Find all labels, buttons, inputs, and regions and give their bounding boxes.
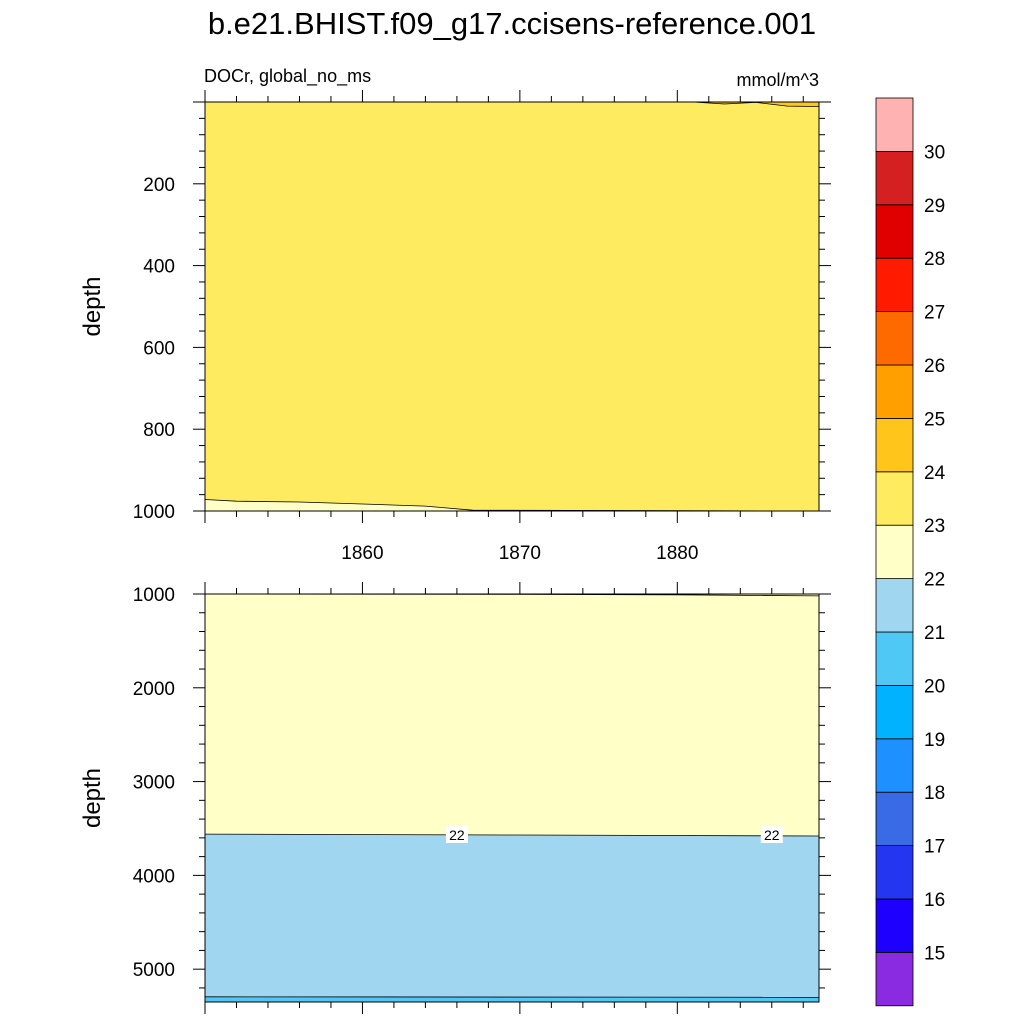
colorbar-label: 24 bbox=[924, 463, 946, 484]
colorbar-label: 15 bbox=[924, 943, 945, 964]
colorbar-label: 17 bbox=[924, 837, 945, 858]
colorbar-box bbox=[875, 150, 914, 206]
colorbar-box bbox=[875, 524, 914, 580]
colorbar-box bbox=[875, 952, 914, 1007]
y-tick-label: 5000 bbox=[133, 960, 175, 981]
colorbar-box bbox=[875, 417, 914, 473]
colorbar-box bbox=[875, 257, 914, 313]
y-axis-title: depth bbox=[79, 276, 106, 336]
colorbar-box bbox=[875, 845, 914, 900]
colorbar-label: 30 bbox=[924, 142, 945, 163]
colorbar-box bbox=[875, 311, 914, 366]
contour-label-box bbox=[445, 826, 468, 844]
upper-panel: 1860 1870 1880 200 400 600 800 1000 depth bbox=[79, 90, 831, 564]
contour-label: 22 bbox=[764, 827, 780, 843]
y-tick-label: 200 bbox=[143, 175, 175, 196]
colorbar-label: 27 bbox=[924, 303, 945, 324]
contour-21 bbox=[204, 996, 820, 998]
y-axis-title: depth bbox=[79, 768, 106, 828]
band-22-23 bbox=[205, 499, 819, 511]
y-tick-label: 1000 bbox=[133, 502, 175, 523]
band-24-25 bbox=[693, 102, 819, 107]
colorbar-label: 29 bbox=[924, 196, 945, 217]
x-tick-label: 1880 bbox=[656, 543, 698, 564]
y-tick-label: 400 bbox=[143, 257, 175, 278]
colorbar-box bbox=[875, 471, 914, 526]
y-tick-label: 600 bbox=[143, 338, 175, 359]
colorbar-label: 22 bbox=[924, 570, 945, 591]
y-tick-label: 800 bbox=[143, 420, 175, 441]
colorbar-box bbox=[875, 898, 914, 953]
contour-label: 22 bbox=[449, 827, 465, 843]
colorbar-label: 19 bbox=[924, 730, 945, 751]
plot-frame bbox=[204, 593, 820, 1003]
lower-panel: 22 22 1000 2000 3000 4000 5000 depth bbox=[79, 582, 831, 1014]
contour-22 bbox=[204, 833, 820, 837]
y-tick-label: 3000 bbox=[133, 773, 175, 794]
contour-23 bbox=[204, 499, 820, 512]
colorbar-label: 25 bbox=[924, 409, 945, 430]
y-tick-label: 2000 bbox=[133, 679, 175, 700]
colorbar-box bbox=[875, 578, 914, 633]
y-tick-label: 1000 bbox=[133, 585, 175, 606]
colorbar-label: 20 bbox=[924, 676, 945, 697]
colorbar-label: 23 bbox=[924, 516, 945, 537]
colorbar-box bbox=[875, 204, 914, 259]
colorbar-box bbox=[875, 364, 914, 419]
y-tick-label: 4000 bbox=[133, 866, 175, 887]
plot-frame bbox=[204, 101, 820, 512]
colorbar-box bbox=[875, 631, 914, 686]
x-tick-label: 1860 bbox=[341, 543, 383, 564]
colorbar-box bbox=[875, 685, 914, 740]
colorbar-label: 21 bbox=[924, 623, 945, 644]
band-23-24 bbox=[205, 102, 819, 511]
x-tick-label: 1870 bbox=[499, 543, 541, 564]
band-20-21 bbox=[205, 996, 819, 1002]
colorbar-box bbox=[875, 97, 914, 152]
colorbar-label: 28 bbox=[924, 249, 945, 270]
contour-label-box bbox=[760, 826, 783, 844]
colorbar-box bbox=[875, 791, 914, 847]
colorbar-box bbox=[875, 738, 914, 793]
colorbar-label: 26 bbox=[924, 356, 945, 377]
colorbar: 15 16 17 18 19 20 21 22 23 24 25 26 27 28 29 30 bbox=[875, 97, 946, 1007]
units-label: mmol/m^3 bbox=[737, 70, 819, 90]
chart-title: b.e21.BHIST.f09_g17.ccisens-reference.00… bbox=[208, 6, 816, 41]
colorbar-label: 18 bbox=[924, 783, 945, 804]
band-21-22 bbox=[205, 834, 819, 1002]
colorbar-label: 16 bbox=[924, 890, 945, 911]
variable-label: DOCr, global_no_ms bbox=[204, 66, 371, 87]
